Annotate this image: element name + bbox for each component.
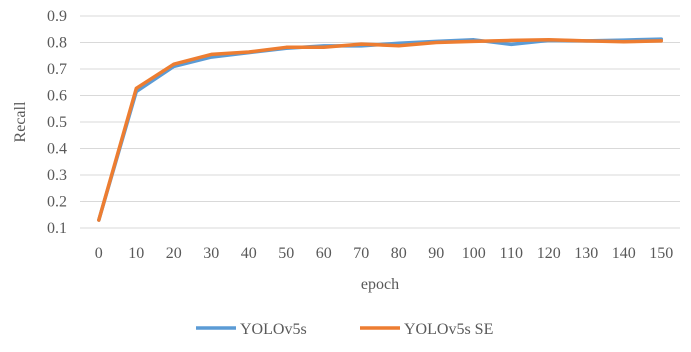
y-tick-label: 0.3 — [47, 167, 67, 184]
x-tick-label: 130 — [574, 245, 598, 262]
legend-label: YOLOv5s SE — [404, 321, 493, 338]
x-tick-label: 80 — [391, 245, 407, 262]
x-tick-label: 140 — [612, 245, 636, 262]
x-tick-label: 70 — [353, 245, 369, 262]
x-tick-label: 20 — [166, 245, 182, 262]
series-lines — [97, 37, 664, 222]
y-axis-ticks: 0.1 0.2 0.3 0.4 0.5 0.6 0.7 0.8 0.9 — [47, 8, 67, 237]
y-tick-label: 0.5 — [47, 114, 67, 131]
x-tick-label: 150 — [649, 245, 673, 262]
x-tick-label: 40 — [241, 245, 257, 262]
gridlines — [80, 15, 680, 229]
y-tick-label: 0.8 — [47, 35, 67, 52]
x-tick-label: 10 — [128, 245, 144, 262]
x-tick-label: 0 — [95, 245, 103, 262]
x-tick-label: 120 — [537, 245, 561, 262]
x-tick-label: 100 — [462, 245, 486, 262]
series-line-yolov5s — [97, 37, 664, 222]
x-tick-label: 50 — [278, 245, 294, 262]
y-tick-label: 0.7 — [47, 61, 67, 78]
x-axis-ticks: 0 10 20 30 40 50 60 70 80 90 100 110 120 130 140 150 — [95, 245, 674, 262]
x-tick-label: 60 — [316, 245, 332, 262]
x-axis-label: epoch — [361, 276, 399, 293]
y-tick-label: 0.6 — [47, 88, 67, 105]
x-tick-label: 110 — [500, 245, 523, 262]
y-tick-label: 0.9 — [47, 8, 67, 25]
y-tick-label: 0.2 — [47, 194, 67, 211]
legend: YOLOv5s YOLOv5s SE — [196, 321, 493, 338]
y-tick-label: 0.4 — [47, 141, 67, 158]
y-tick-label: 0.1 — [47, 220, 67, 237]
legend-label: YOLOv5s — [240, 321, 307, 338]
series-line-yolov5s-se — [97, 38, 664, 222]
y-axis-label: Recall — [12, 101, 29, 142]
x-tick-label: 90 — [428, 245, 444, 262]
x-tick-label: 30 — [203, 245, 219, 262]
